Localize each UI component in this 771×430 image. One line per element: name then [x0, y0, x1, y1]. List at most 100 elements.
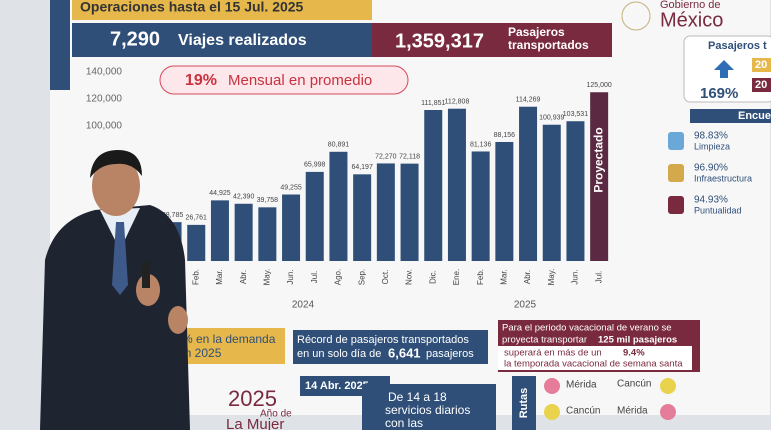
- growth: 169%: [700, 85, 738, 102]
- speaker: [40, 150, 190, 430]
- record-value: 6,641: [388, 345, 421, 360]
- year: 2025: [228, 386, 277, 411]
- value-label: 114,269: [516, 97, 541, 104]
- year-a: 20: [755, 59, 767, 71]
- trips-value: 7,290: [110, 28, 160, 50]
- route-icon: [544, 378, 560, 394]
- y-tick-label: 100,000: [86, 121, 123, 132]
- x-tick-label: Jul.: [594, 271, 603, 283]
- header-title: Operaciones hasta el 15 Jul. 2025: [80, 0, 304, 15]
- bar: [376, 163, 395, 261]
- value-label: 44,925: [209, 190, 231, 197]
- chart: 100,000120,000140,00010,85028,785Ene.26,…: [86, 67, 612, 286]
- route-city: Cancún: [566, 406, 600, 417]
- record-a: Récord de pasajeros transportados: [297, 334, 469, 346]
- year-b: 20: [755, 79, 767, 91]
- score-label: Limpieza: [694, 141, 730, 151]
- x-tick-label: Jun.: [286, 269, 295, 284]
- bar: [447, 108, 466, 261]
- passengers-label-box: Pasajeros transportados: [508, 26, 589, 52]
- routes: Rutas: [518, 388, 530, 419]
- survey: Encue: [738, 110, 771, 122]
- x-tick-label: May.: [547, 269, 556, 286]
- value-label: 100,939: [539, 115, 564, 122]
- x-tick-label: Dic.: [428, 270, 437, 284]
- y-tick-label: 140,000: [86, 67, 123, 78]
- x-tick-label: Feb.: [191, 269, 200, 285]
- monthly-value: 19%: [185, 72, 217, 89]
- passengers-title: Pasajeros t: [708, 40, 767, 52]
- date: 14 Abr. 2025: [305, 380, 369, 392]
- route-icon: [544, 404, 560, 420]
- x-tick-label: May.: [262, 269, 271, 286]
- summer-b: proyecta transportar: [502, 335, 587, 346]
- value-label: 112,808: [445, 99, 470, 106]
- bar: [424, 110, 443, 261]
- value-label: 49,255: [280, 184, 302, 191]
- summer-pct: 9.4%: [623, 348, 645, 359]
- score-value: 94.93%: [694, 195, 728, 206]
- value-label: 26,761: [186, 215, 208, 222]
- bar: [400, 163, 419, 261]
- up-arrow: [714, 60, 734, 78]
- bar: [234, 203, 253, 261]
- route-city: Mérida: [566, 380, 597, 391]
- monthly-label: Mensual en promedio: [228, 72, 372, 89]
- bar: [519, 106, 538, 261]
- value-label: 39,758: [257, 197, 279, 204]
- score-label: Puntualidad: [694, 205, 742, 215]
- trips-box: [72, 23, 372, 57]
- bar: [471, 151, 490, 261]
- survey-bar: [690, 109, 771, 123]
- demand-a: % en la demanda: [182, 332, 276, 346]
- value-label: 125,000: [586, 82, 611, 89]
- bar: [590, 92, 609, 261]
- score-value: 96.90%: [694, 163, 728, 174]
- year-chip: [752, 58, 771, 72]
- bar: [353, 174, 372, 261]
- scores: 98.83%Limpieza 96.90%Infraestructura 94.93…: [668, 131, 752, 215]
- route-icon: [660, 378, 676, 394]
- record-c: pasajeros: [426, 348, 474, 360]
- value-label: 72,270: [375, 153, 397, 160]
- trips-label: Viajes realizados: [178, 32, 307, 49]
- route-city: Cancún: [617, 379, 651, 390]
- passengers-value: 1,359,317: [395, 30, 484, 52]
- summer-a: Para el periodo vacacional de verano se: [502, 323, 672, 334]
- year-sub: Año de: [260, 409, 292, 420]
- y-tick-label: 120,000: [86, 94, 123, 105]
- year-label: 2024: [292, 300, 315, 311]
- x-tick-label: Ago.: [334, 269, 343, 285]
- route-icon: [660, 404, 676, 420]
- emblem: [621, 1, 651, 31]
- value-label: 65,998: [304, 162, 326, 169]
- record-b: en un solo día de: [297, 348, 381, 360]
- bar: [305, 171, 324, 261]
- x-tick-label: Mar.: [215, 269, 224, 285]
- score-icon: [668, 164, 684, 182]
- summer-inner: [498, 346, 692, 370]
- routes-tab: [512, 376, 536, 430]
- value-label: 80,891: [328, 142, 350, 149]
- score-icon: [668, 132, 684, 150]
- value-label: 103,531: [563, 111, 588, 118]
- value-label: 42,390: [233, 194, 255, 201]
- passengers-box: [372, 23, 612, 57]
- summer-c: superará en más de un: [504, 348, 602, 359]
- services-a: De 14 a 18: [388, 390, 447, 404]
- services-card: [362, 384, 496, 430]
- bar: [495, 141, 514, 261]
- bar: [187, 224, 206, 261]
- x-tick-label: Feb.: [476, 269, 485, 285]
- value-label: 88,156: [494, 132, 516, 139]
- value-label: 64,197: [351, 164, 373, 171]
- summer-value: 125 mil pasajeros: [598, 335, 677, 346]
- bar: [282, 194, 301, 261]
- brand-top: Gobierno de: [660, 0, 721, 11]
- x-tick-label: Ene.: [452, 269, 461, 285]
- passengers-label: Pasajeros transportados: [508, 26, 589, 52]
- x-tick-label: Jul.: [310, 271, 319, 283]
- x-tick-label: Oct.: [381, 270, 390, 285]
- bar: [258, 207, 277, 261]
